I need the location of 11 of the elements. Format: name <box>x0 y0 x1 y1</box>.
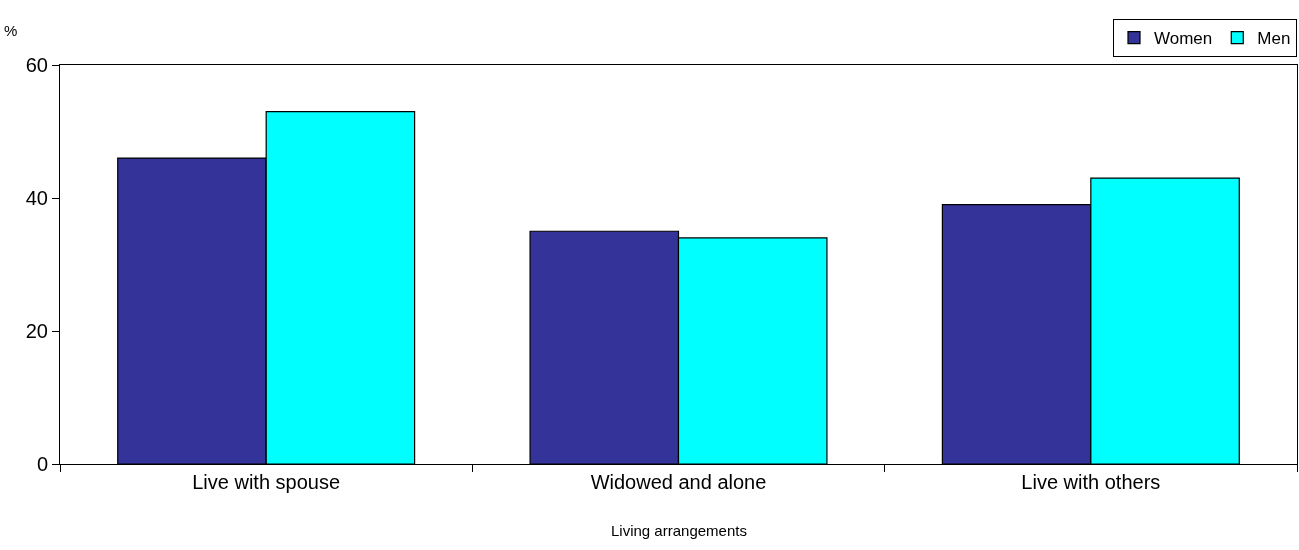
x-tick-label: Live with spouse <box>192 471 341 493</box>
legend-label: Women <box>1154 29 1213 49</box>
legend-label: Men <box>1257 29 1291 49</box>
y-tick-label: 40 <box>25 187 48 209</box>
y-tick-label: 0 <box>36 453 48 475</box>
x-axis-title: Living arrangements <box>611 522 747 539</box>
y-tick-label: 20 <box>25 320 48 342</box>
y-axis-title: % <box>4 22 18 39</box>
y-tick-label: 60 <box>25 54 48 76</box>
x-tick-label: Live with others <box>1021 471 1161 493</box>
x-tick-label: Widowed and alone <box>590 471 767 493</box>
